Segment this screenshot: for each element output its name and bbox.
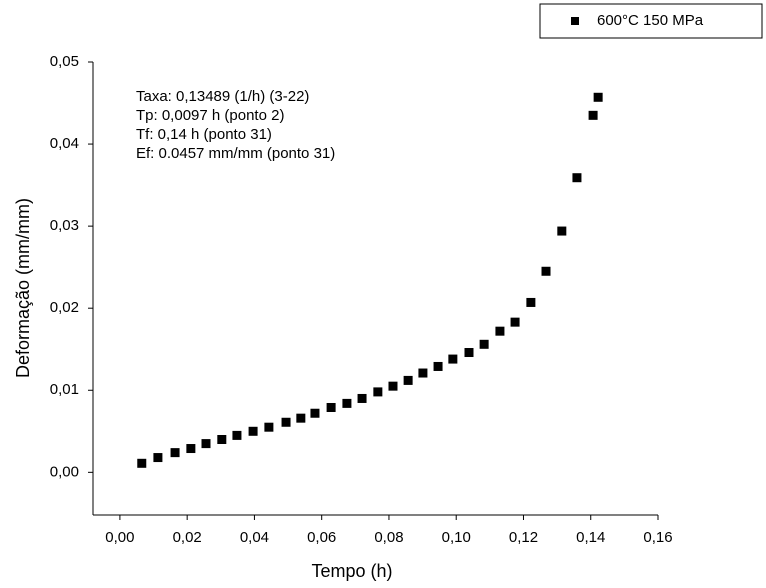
point [593,92,603,102]
annotation: Ef: 0.0457 mm/mm (ponto 31) [136,145,335,162]
point [170,448,180,458]
annotation: Tf: 0,14 h (ponto 31) [136,126,272,143]
legend-label: 600°C 150 MPa [597,12,704,29]
point [248,426,258,436]
point [373,387,383,397]
x-tick-label: 0,14 [576,529,605,546]
point [232,430,242,440]
point [388,381,398,391]
point [217,435,227,444]
y-tick-label: 0,03 [50,217,79,234]
y-tick-label: 0,05 [50,53,79,70]
point [281,417,291,427]
point [464,348,474,358]
point [479,339,489,349]
legend-box [539,3,763,39]
y-tick-label: 0,02 [50,299,79,316]
point [572,173,582,183]
x-tick-label: 0,02 [173,529,202,546]
y-tick-label: 0,04 [50,135,79,152]
point [264,422,274,432]
legend-marker [571,17,579,25]
x-tick-label: 0,06 [307,529,336,546]
point [418,368,428,378]
x-tick-label: 0,10 [442,529,471,546]
point [326,402,336,412]
x-tick-label: 0,00 [105,529,134,546]
point [495,326,505,336]
annotation: Taxa: 0,13489 (1/h) (3-22) [136,88,309,105]
y-tick-label: 0,01 [50,381,79,398]
point [557,226,567,236]
point [296,413,306,423]
point [310,408,320,418]
point [342,398,352,408]
point [201,439,211,449]
point [588,110,598,120]
point [357,393,367,403]
point [153,453,163,463]
point [541,266,551,276]
y-tick-label: 0,00 [50,463,79,480]
x-axis-title: Tempo (h) [311,561,392,581]
point [448,354,458,364]
x-tick-label: 0,16 [643,529,672,546]
point [403,375,413,385]
point [526,297,536,307]
y-axis-title: Deformação (mm/mm) [13,198,33,378]
point [186,444,196,454]
x-tick-label: 0,08 [374,529,403,546]
point [433,361,443,371]
point [510,317,520,327]
point [137,458,147,468]
x-tick-label: 0,12 [509,529,538,546]
annotation: Tp: 0,0097 h (ponto 2) [136,107,284,124]
x-tick-label: 0,04 [240,529,269,546]
